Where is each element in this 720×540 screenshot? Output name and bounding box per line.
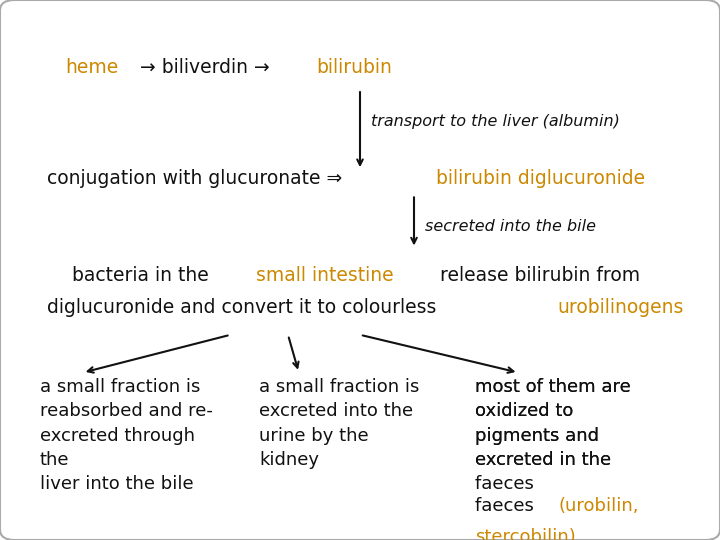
Text: transport to the liver (albumin): transport to the liver (albumin) <box>371 114 620 129</box>
Text: (urobilin,: (urobilin, <box>559 497 639 515</box>
Text: bilirubin diglucuronide: bilirubin diglucuronide <box>436 168 644 188</box>
Text: bilirubin: bilirubin <box>316 58 392 77</box>
Text: bacteria in the: bacteria in the <box>72 266 215 285</box>
Text: conjugation with glucuronate ⇒: conjugation with glucuronate ⇒ <box>47 168 348 188</box>
Text: a small fraction is
reabsorbed and re-
excreted through
the
liver into the bile: a small fraction is reabsorbed and re- e… <box>40 378 212 493</box>
Text: heme: heme <box>65 58 118 77</box>
Text: stercobilin): stercobilin) <box>475 528 576 540</box>
Text: most of them are
oxidized to
pigments and
excreted in the: most of them are oxidized to pigments an… <box>475 378 631 493</box>
Text: faeces: faeces <box>475 497 540 515</box>
Text: small intestine: small intestine <box>256 266 394 285</box>
Text: a small fraction is
excreted into the
urine by the
kidney: a small fraction is excreted into the ur… <box>259 378 420 469</box>
Text: secreted into the bile: secreted into the bile <box>425 219 596 234</box>
Text: urobilinogens: urobilinogens <box>557 298 683 318</box>
Text: most of them are
oxidized to
pigments and
excreted in the
faeces: most of them are oxidized to pigments an… <box>475 378 631 493</box>
Text: → biliverdin →: → biliverdin → <box>133 58 275 77</box>
Text: diglucuronide and convert it to colourless: diglucuronide and convert it to colourle… <box>47 298 442 318</box>
Text: release bilirubin from: release bilirubin from <box>433 266 640 285</box>
